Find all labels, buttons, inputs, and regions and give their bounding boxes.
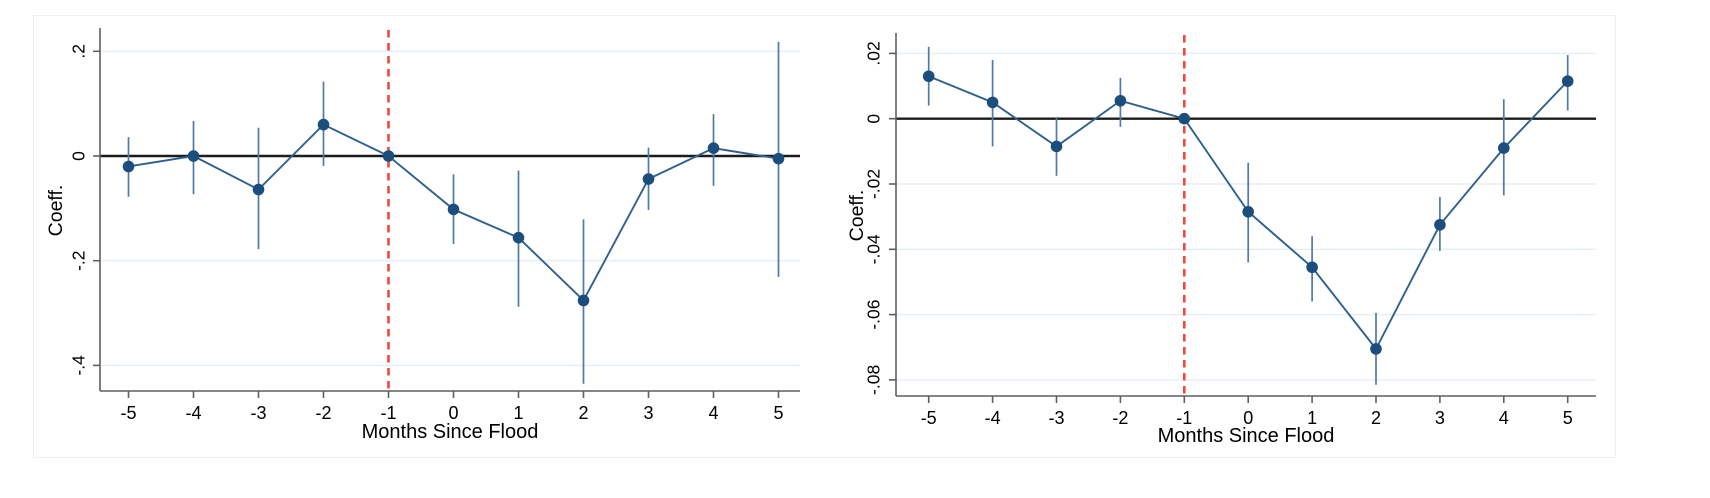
x-tick-label: 2 <box>578 403 588 423</box>
data-point <box>122 160 135 173</box>
x-tick-label: 5 <box>1563 408 1573 428</box>
data-point <box>447 203 460 216</box>
y-tick-label: -.08 <box>864 365 884 395</box>
y-tick-label: -.04 <box>864 234 884 264</box>
data-point <box>642 173 655 185</box>
y-tick-label: -.02 <box>864 169 884 199</box>
y-axis-title: Coeff. <box>45 185 67 237</box>
x-tick-label: -5 <box>120 403 136 423</box>
data-point <box>1178 112 1191 125</box>
y-tick-label: -.2 <box>69 250 89 270</box>
data-point <box>1434 219 1446 231</box>
y-tick-label: .02 <box>864 41 884 65</box>
x-tick-label: -2 <box>315 403 331 423</box>
x-tick-label: -4 <box>985 408 1001 428</box>
data-point <box>707 142 720 154</box>
y-tick-label: 0 <box>69 151 89 161</box>
data-point <box>772 152 785 165</box>
data-point <box>922 70 935 83</box>
x-tick-label: 4 <box>1499 408 1509 428</box>
data-point <box>512 231 525 244</box>
data-point <box>252 183 265 196</box>
data-point <box>1561 75 1574 87</box>
x-tick-label: 5 <box>773 403 783 423</box>
x-tick-label: -3 <box>250 403 266 423</box>
data-point <box>577 294 590 307</box>
x-tick-label: 0 <box>1243 408 1253 428</box>
y-tick-label: -.06 <box>864 300 884 330</box>
data-point <box>1050 140 1063 153</box>
x-tick-label: 1 <box>1307 408 1317 428</box>
data-point <box>317 118 330 131</box>
y-tick-label: -.4 <box>69 355 89 376</box>
x-axis-title: Months Since Flood <box>362 421 539 443</box>
x-tick-label: 1 <box>513 403 523 423</box>
x-tick-label: -1 <box>1176 408 1192 428</box>
y-axis-title: Coeff. <box>846 190 868 242</box>
x-axis-title: Months Since Flood <box>1158 425 1335 447</box>
x-tick-label: -4 <box>185 403 201 423</box>
x-tick-label: 0 <box>448 403 458 423</box>
y-tick-label: 0 <box>864 114 884 124</box>
data-point <box>1370 343 1382 355</box>
y-tick-label: .2 <box>69 44 89 59</box>
x-tick-label: 3 <box>1435 408 1445 428</box>
x-tick-label: -5 <box>921 408 937 428</box>
x-tick-label: -2 <box>1112 408 1128 428</box>
x-tick-label: 4 <box>708 403 718 423</box>
data-point <box>187 150 200 162</box>
data-point <box>1498 142 1510 154</box>
x-tick-label: 3 <box>643 403 653 423</box>
data-point <box>986 96 999 109</box>
data-point <box>1306 261 1318 274</box>
data-point <box>1114 94 1127 107</box>
data-point <box>382 150 395 162</box>
x-tick-label: -3 <box>1048 408 1064 428</box>
x-tick-label: -1 <box>380 403 396 423</box>
data-point <box>1242 205 1254 218</box>
x-tick-label: 2 <box>1371 408 1381 428</box>
